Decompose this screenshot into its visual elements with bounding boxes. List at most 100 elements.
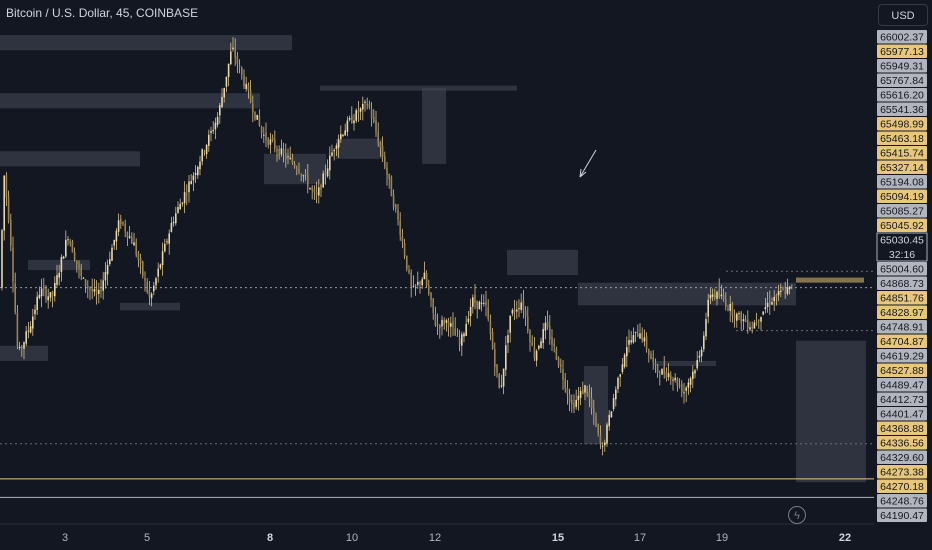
candle-body	[227, 63, 230, 78]
candle-body	[419, 281, 421, 284]
price-label-bg	[877, 276, 927, 290]
candle-body	[432, 298, 434, 313]
candle-body	[304, 173, 307, 175]
price-label: 64248.76	[880, 496, 924, 508]
candle-body	[49, 292, 52, 298]
candle-body	[637, 333, 639, 337]
candle-body	[639, 333, 641, 339]
candle-body	[456, 335, 459, 337]
zone-rect	[422, 88, 446, 164]
candle-body	[463, 333, 465, 337]
lightning-icon[interactable]: ϟ	[788, 506, 806, 524]
candle-body	[205, 144, 208, 155]
candle-body	[698, 355, 701, 358]
price-label: 64368.88	[880, 423, 924, 435]
candle-body	[632, 335, 635, 343]
candle-body	[549, 326, 551, 340]
candle-body	[155, 278, 157, 286]
candle-body	[40, 288, 43, 297]
candle-body	[428, 285, 430, 294]
price-label: 64336.56	[880, 438, 924, 450]
candle-body	[135, 242, 137, 255]
candle-body	[93, 289, 96, 292]
candle-body	[216, 116, 219, 125]
candle-body	[333, 149, 335, 152]
candle-body	[502, 368, 505, 387]
price-label-bg	[877, 73, 927, 87]
candle-body	[628, 340, 630, 345]
candle-body	[683, 392, 685, 394]
candle-body	[175, 213, 177, 224]
candle-body	[483, 302, 485, 304]
candle-body	[707, 299, 709, 317]
candle-body	[27, 330, 30, 332]
candle-body	[610, 411, 613, 418]
candle-body	[146, 281, 148, 293]
candle-body	[172, 221, 175, 224]
candle-body	[469, 306, 472, 317]
price-label-bg	[877, 392, 927, 406]
candle-body	[203, 151, 206, 153]
candle-body	[509, 315, 511, 333]
candle-body	[331, 152, 333, 156]
candle-body	[186, 193, 188, 195]
candle-body	[87, 286, 89, 288]
candle-body	[406, 255, 408, 269]
candle-body	[634, 331, 637, 333]
candle-body	[762, 311, 764, 315]
price-label-bg	[877, 189, 927, 203]
candle-body	[755, 321, 758, 323]
candle-body	[694, 370, 696, 374]
candle-body	[280, 148, 283, 155]
candle-body	[274, 139, 276, 149]
candle-body	[676, 378, 679, 387]
candle-body	[788, 286, 791, 290]
candle-body	[324, 172, 327, 175]
candle-body	[188, 181, 190, 193]
zone-rect	[120, 302, 180, 311]
candle-body	[12, 247, 14, 282]
candle-body	[287, 156, 289, 158]
price-label: 65415.74	[880, 148, 924, 160]
price-label-bg	[877, 508, 927, 522]
candle-body	[353, 120, 355, 124]
candle-body	[777, 291, 780, 296]
candle-body	[753, 322, 756, 329]
candle-body	[102, 280, 104, 291]
candle-body	[500, 385, 503, 387]
price-label: 64527.88	[880, 365, 924, 377]
price-label: 64270.18	[880, 481, 924, 493]
currency-button[interactable]: USD	[878, 4, 928, 26]
candle-body	[293, 163, 296, 167]
candle-body	[265, 132, 267, 140]
arrow-annotation	[579, 149, 597, 178]
price-label-bg	[877, 30, 927, 44]
candle-body	[296, 168, 298, 170]
price-label-bg	[877, 305, 927, 319]
price-label: 65949.31	[880, 61, 924, 73]
candle-body	[194, 172, 197, 175]
price-label-bg	[877, 88, 927, 102]
candle-body	[80, 266, 82, 277]
price-label: 65085.27	[880, 206, 924, 218]
candle-body	[131, 236, 133, 244]
candle-body	[452, 321, 454, 328]
candle-body	[584, 385, 586, 393]
candle-body	[659, 375, 661, 377]
candle-body	[513, 309, 516, 313]
candle-body	[14, 283, 16, 313]
price-label-bg	[877, 247, 927, 261]
candle-body	[410, 272, 412, 287]
candle-body	[670, 375, 672, 380]
candle-body	[685, 387, 687, 391]
candle-body	[82, 277, 85, 279]
candle-body	[225, 76, 228, 87]
candle-body	[390, 176, 393, 197]
candle-body	[117, 220, 120, 232]
candle-body	[208, 134, 210, 146]
candle-body	[100, 290, 102, 292]
price-label: 65616.20	[880, 90, 924, 102]
candle-body	[709, 294, 712, 299]
candle-body	[511, 309, 514, 314]
